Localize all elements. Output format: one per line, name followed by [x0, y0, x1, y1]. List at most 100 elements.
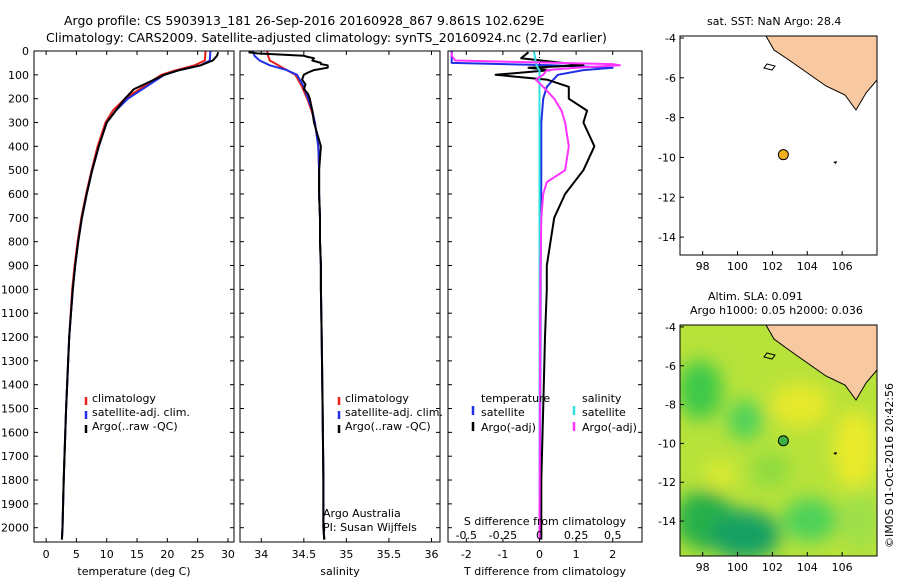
y-tick-label: 400 [8, 140, 29, 153]
legend-climatology-a: climatology [92, 392, 156, 405]
difference-axes: -2 -1 0 1 2 T difference from climatology S di… [448, 50, 642, 578]
legend-argo-a: Argo(..raw -QC) [92, 420, 178, 433]
map-y-tick-label: -6 [665, 72, 676, 85]
series-s-satellite-line [533, 51, 541, 540]
map-bottom-title1: Altim. SLA: 0.091 [708, 290, 803, 303]
x-tick-label: -1 [497, 548, 508, 561]
legend-climatology-b: climatology [345, 392, 409, 405]
difference-axes-frame [447, 50, 643, 543]
s-diff-label: S difference from climatology [464, 515, 627, 528]
map-x-tick-label: 98 [696, 561, 710, 574]
x-tick-label: 5 [73, 548, 80, 561]
pi-label: PI: Susan Wijffels [323, 521, 417, 534]
y-tick-label: 1800 [1, 474, 29, 487]
map-x-tick-label: 98 [696, 260, 710, 273]
series-satellite-line [60, 51, 212, 540]
x-tick-label: 34 [254, 548, 268, 561]
header-line1: Argo profile: CS 5903913_181 26-Sep-2016… [64, 13, 544, 28]
x-tick-label: 34.5 [292, 548, 317, 561]
temperature-axes: 0100200300400500600700800900100011001200… [1, 45, 235, 578]
x-axis-label: temperature (deg C) [77, 565, 190, 578]
island-outline-2 [763, 352, 776, 360]
temperature-axes-frame [33, 50, 235, 543]
map-y-tick-label: -8 [665, 112, 676, 125]
s-diff-tick-label: 0 [536, 529, 543, 542]
map-y-tick-label: -8 [665, 399, 676, 412]
series-t-argo-line [494, 51, 596, 540]
legend-satellite-b: satellite-adj. clim. [345, 406, 443, 419]
s-diff-tick-label: 0.5 [604, 529, 622, 542]
map-bottom-frame [679, 324, 878, 557]
y-tick-label: 1000 [1, 283, 29, 296]
y-tick-label: 700 [8, 212, 29, 225]
sla-map [680, 325, 877, 556]
map-x-tick-label: 102 [762, 260, 783, 273]
y-tick-label: 0 [22, 45, 29, 58]
s-diff-tick-label: -0.25 [489, 529, 517, 542]
y-tick-label: 1600 [1, 426, 29, 439]
argo-australia-label: Argo Australia [323, 507, 401, 520]
map-top-axes: 98 100 102 104 106 -4 -6 -8 -10 -12 -14 [658, 32, 853, 273]
x-tick-label: 36 [424, 548, 438, 561]
x-tick-label: -2 [461, 548, 472, 561]
x-axis-label: T difference from climatology [463, 565, 626, 578]
x-tick-label: 20 [160, 548, 174, 561]
map-x-tick-label: 104 [797, 561, 818, 574]
salinity-panel [248, 51, 329, 540]
x-tick-label: 0 [536, 548, 543, 561]
legend-temperature-heading: temperature [481, 392, 550, 405]
y-tick-label: 900 [8, 260, 29, 273]
y-tick-label: 1400 [1, 379, 29, 392]
x-axis-label: salinity [320, 565, 360, 578]
difference-panel [450, 51, 621, 542]
x-tick-label: 1 [573, 548, 580, 561]
y-tick-label: 1100 [1, 307, 29, 320]
y-tick-label: 100 [8, 69, 29, 82]
sumatra-land-2 [765, 325, 877, 401]
sst-map [680, 36, 877, 255]
y-tick-label: 300 [8, 117, 29, 130]
x-tick-label: 30 [221, 548, 235, 561]
map-y-tick-label: -10 [658, 437, 676, 450]
map-y-tick-label: -10 [658, 151, 676, 164]
map-x-tick-label: 104 [797, 260, 818, 273]
legend-argo-b: Argo(..raw -QC) [345, 420, 431, 433]
map-x-tick-label: 106 [832, 260, 853, 273]
x-tick-label: 35 [339, 548, 353, 561]
x-tick-label: 35.5 [377, 548, 402, 561]
map-y-tick-label: -4 [665, 321, 676, 334]
argo-float-marker-2 [777, 435, 789, 447]
christmas-island-2 [833, 452, 837, 455]
legend-s-satellite: satellite [582, 406, 626, 419]
island-outline [763, 63, 776, 71]
temperature-legend: climatology satellite-adj. clim. Argo(..… [84, 392, 190, 433]
map-bottom-title2: Argo h1000: 0.05 h2000: 0.036 [690, 304, 863, 317]
legend-satellite-a: satellite-adj. clim. [92, 406, 190, 419]
x-tick-label: 15 [130, 548, 144, 561]
map-y-tick-label: -6 [665, 360, 676, 373]
series-argo-line [60, 51, 220, 540]
s-diff-tick-label: 0.25 [564, 529, 589, 542]
header-line2: Climatology: CARS2009. Satellite-adjuste… [46, 30, 607, 45]
x-tick-label: 0 [43, 548, 50, 561]
map-y-tick-label: -14 [658, 515, 676, 528]
x-tick-label: 25 [191, 548, 205, 561]
y-tick-label: 800 [8, 236, 29, 249]
series-t-satellite-line [450, 51, 614, 540]
map-y-tick-label: -4 [665, 32, 676, 45]
y-tick-label: 500 [8, 164, 29, 177]
legend-s-argo: Argo(-adj) [582, 421, 637, 434]
y-tick-label: 1500 [1, 403, 29, 416]
map-top-frame [679, 35, 878, 256]
y-tick-label: 1200 [1, 331, 29, 344]
map-x-tick-label: 102 [762, 561, 783, 574]
map-bottom-axes: 98 100 102 104 106 -4 -6 -8 -10 -12 -14 [658, 321, 853, 574]
salinity-legend: climatology satellite-adj. clim. Argo(..… [323, 392, 443, 534]
legend-t-argo: Argo(-adj) [481, 421, 536, 434]
sla-field [680, 332, 877, 556]
legend-salinity-heading: salinity [582, 392, 622, 405]
map-x-tick-label: 100 [727, 561, 748, 574]
y-tick-label: 1700 [1, 450, 29, 463]
series-climatology-line [60, 51, 207, 540]
